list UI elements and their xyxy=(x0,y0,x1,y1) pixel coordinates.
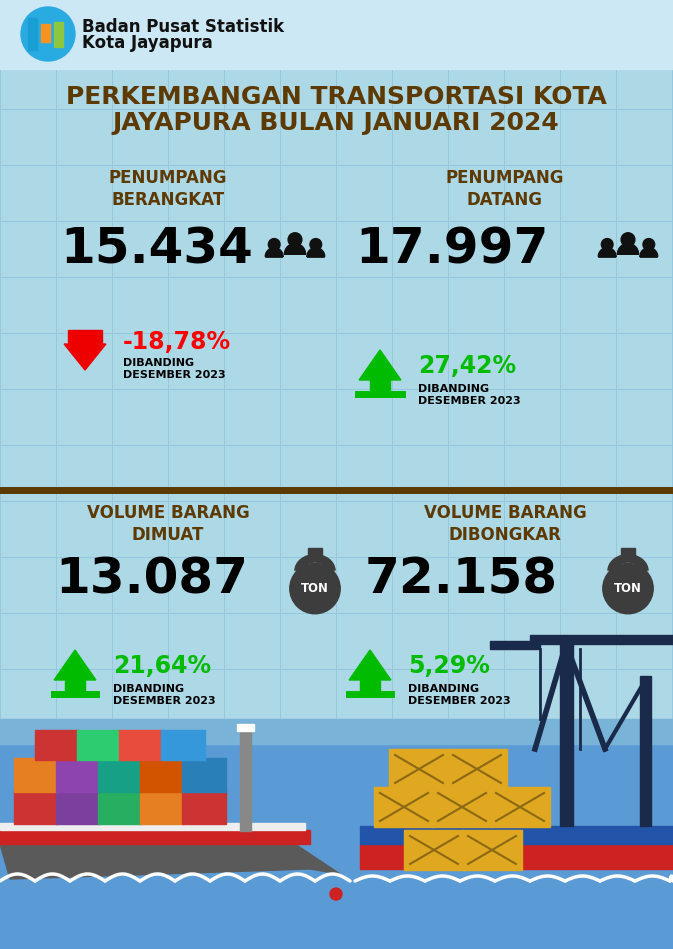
Polygon shape xyxy=(307,248,325,256)
Circle shape xyxy=(290,564,340,614)
Circle shape xyxy=(288,233,302,247)
FancyBboxPatch shape xyxy=(490,787,550,827)
FancyBboxPatch shape xyxy=(0,830,310,844)
Text: TON: TON xyxy=(301,582,329,595)
FancyBboxPatch shape xyxy=(14,758,58,792)
Circle shape xyxy=(621,233,635,247)
Circle shape xyxy=(643,238,655,251)
Polygon shape xyxy=(265,248,283,256)
Text: 17.997: 17.997 xyxy=(355,225,548,273)
Polygon shape xyxy=(359,350,401,380)
FancyBboxPatch shape xyxy=(41,24,50,42)
Text: PENUMPANG
BERANGKAT: PENUMPANG BERANGKAT xyxy=(109,169,227,209)
FancyBboxPatch shape xyxy=(14,790,58,824)
Polygon shape xyxy=(617,244,639,254)
FancyBboxPatch shape xyxy=(0,823,305,830)
Circle shape xyxy=(269,238,280,251)
FancyBboxPatch shape xyxy=(530,635,673,644)
FancyBboxPatch shape xyxy=(462,830,522,870)
Text: -18,78%: -18,78% xyxy=(123,330,231,354)
FancyBboxPatch shape xyxy=(0,724,673,949)
FancyBboxPatch shape xyxy=(98,790,142,824)
Text: 13.087: 13.087 xyxy=(55,555,248,603)
Text: DIBANDING
DESEMBER 2023: DIBANDING DESEMBER 2023 xyxy=(418,384,521,406)
FancyBboxPatch shape xyxy=(68,330,102,344)
FancyBboxPatch shape xyxy=(360,826,673,844)
FancyBboxPatch shape xyxy=(28,18,37,50)
Circle shape xyxy=(330,888,342,900)
FancyBboxPatch shape xyxy=(308,549,322,560)
Text: 15.434: 15.434 xyxy=(60,225,253,273)
Polygon shape xyxy=(285,244,306,254)
Text: DIBANDING
DESEMBER 2023: DIBANDING DESEMBER 2023 xyxy=(408,684,511,706)
FancyBboxPatch shape xyxy=(240,726,251,831)
FancyBboxPatch shape xyxy=(560,636,573,826)
Text: 5,29%: 5,29% xyxy=(408,654,490,678)
FancyBboxPatch shape xyxy=(182,758,226,792)
Text: PENUMPANG
DATANG: PENUMPANG DATANG xyxy=(446,169,564,209)
FancyBboxPatch shape xyxy=(490,641,540,649)
FancyBboxPatch shape xyxy=(432,787,492,827)
FancyBboxPatch shape xyxy=(404,830,464,870)
Text: VOLUME BARANG
DIMUAT: VOLUME BARANG DIMUAT xyxy=(87,504,250,544)
Circle shape xyxy=(310,238,322,251)
FancyBboxPatch shape xyxy=(0,719,673,744)
Polygon shape xyxy=(0,844,310,879)
Text: Badan Pusat Statistik: Badan Pusat Statistik xyxy=(82,18,284,36)
Text: 27,42%: 27,42% xyxy=(418,354,516,378)
FancyBboxPatch shape xyxy=(54,22,63,47)
FancyBboxPatch shape xyxy=(119,730,163,760)
Text: PERKEMBANGAN TRANSPORTASI KOTA: PERKEMBANGAN TRANSPORTASI KOTA xyxy=(65,85,606,109)
FancyBboxPatch shape xyxy=(389,749,449,789)
Text: 72.158: 72.158 xyxy=(365,555,558,603)
Polygon shape xyxy=(64,344,106,370)
FancyBboxPatch shape xyxy=(65,678,85,694)
FancyBboxPatch shape xyxy=(360,678,380,694)
Text: Kota Jayapura: Kota Jayapura xyxy=(82,34,213,52)
Text: 21,64%: 21,64% xyxy=(113,654,211,678)
Circle shape xyxy=(21,7,75,61)
Circle shape xyxy=(603,564,653,614)
Polygon shape xyxy=(349,650,391,680)
FancyBboxPatch shape xyxy=(182,790,226,824)
FancyBboxPatch shape xyxy=(640,676,651,826)
FancyBboxPatch shape xyxy=(621,549,635,560)
FancyBboxPatch shape xyxy=(56,790,100,824)
FancyBboxPatch shape xyxy=(35,730,79,760)
Text: VOLUME BARANG
DIBONGKAR: VOLUME BARANG DIBONGKAR xyxy=(423,504,586,544)
Circle shape xyxy=(602,238,613,251)
FancyBboxPatch shape xyxy=(98,758,142,792)
FancyBboxPatch shape xyxy=(77,730,121,760)
Text: JAYAPURA BULAN JANUARI 2024: JAYAPURA BULAN JANUARI 2024 xyxy=(112,111,559,135)
FancyBboxPatch shape xyxy=(447,749,507,789)
FancyBboxPatch shape xyxy=(0,0,673,69)
FancyBboxPatch shape xyxy=(140,758,184,792)
FancyBboxPatch shape xyxy=(161,730,205,760)
FancyBboxPatch shape xyxy=(237,724,254,731)
Polygon shape xyxy=(598,248,616,256)
FancyBboxPatch shape xyxy=(56,758,100,792)
FancyBboxPatch shape xyxy=(369,378,390,394)
FancyBboxPatch shape xyxy=(374,787,434,827)
Text: TON: TON xyxy=(614,582,642,595)
Text: DIBANDING
DESEMBER 2023: DIBANDING DESEMBER 2023 xyxy=(123,358,225,381)
Text: DIBANDING
DESEMBER 2023: DIBANDING DESEMBER 2023 xyxy=(113,684,215,706)
Polygon shape xyxy=(295,844,340,874)
FancyBboxPatch shape xyxy=(140,790,184,824)
Polygon shape xyxy=(54,650,96,680)
FancyBboxPatch shape xyxy=(360,844,673,869)
Polygon shape xyxy=(640,248,658,256)
